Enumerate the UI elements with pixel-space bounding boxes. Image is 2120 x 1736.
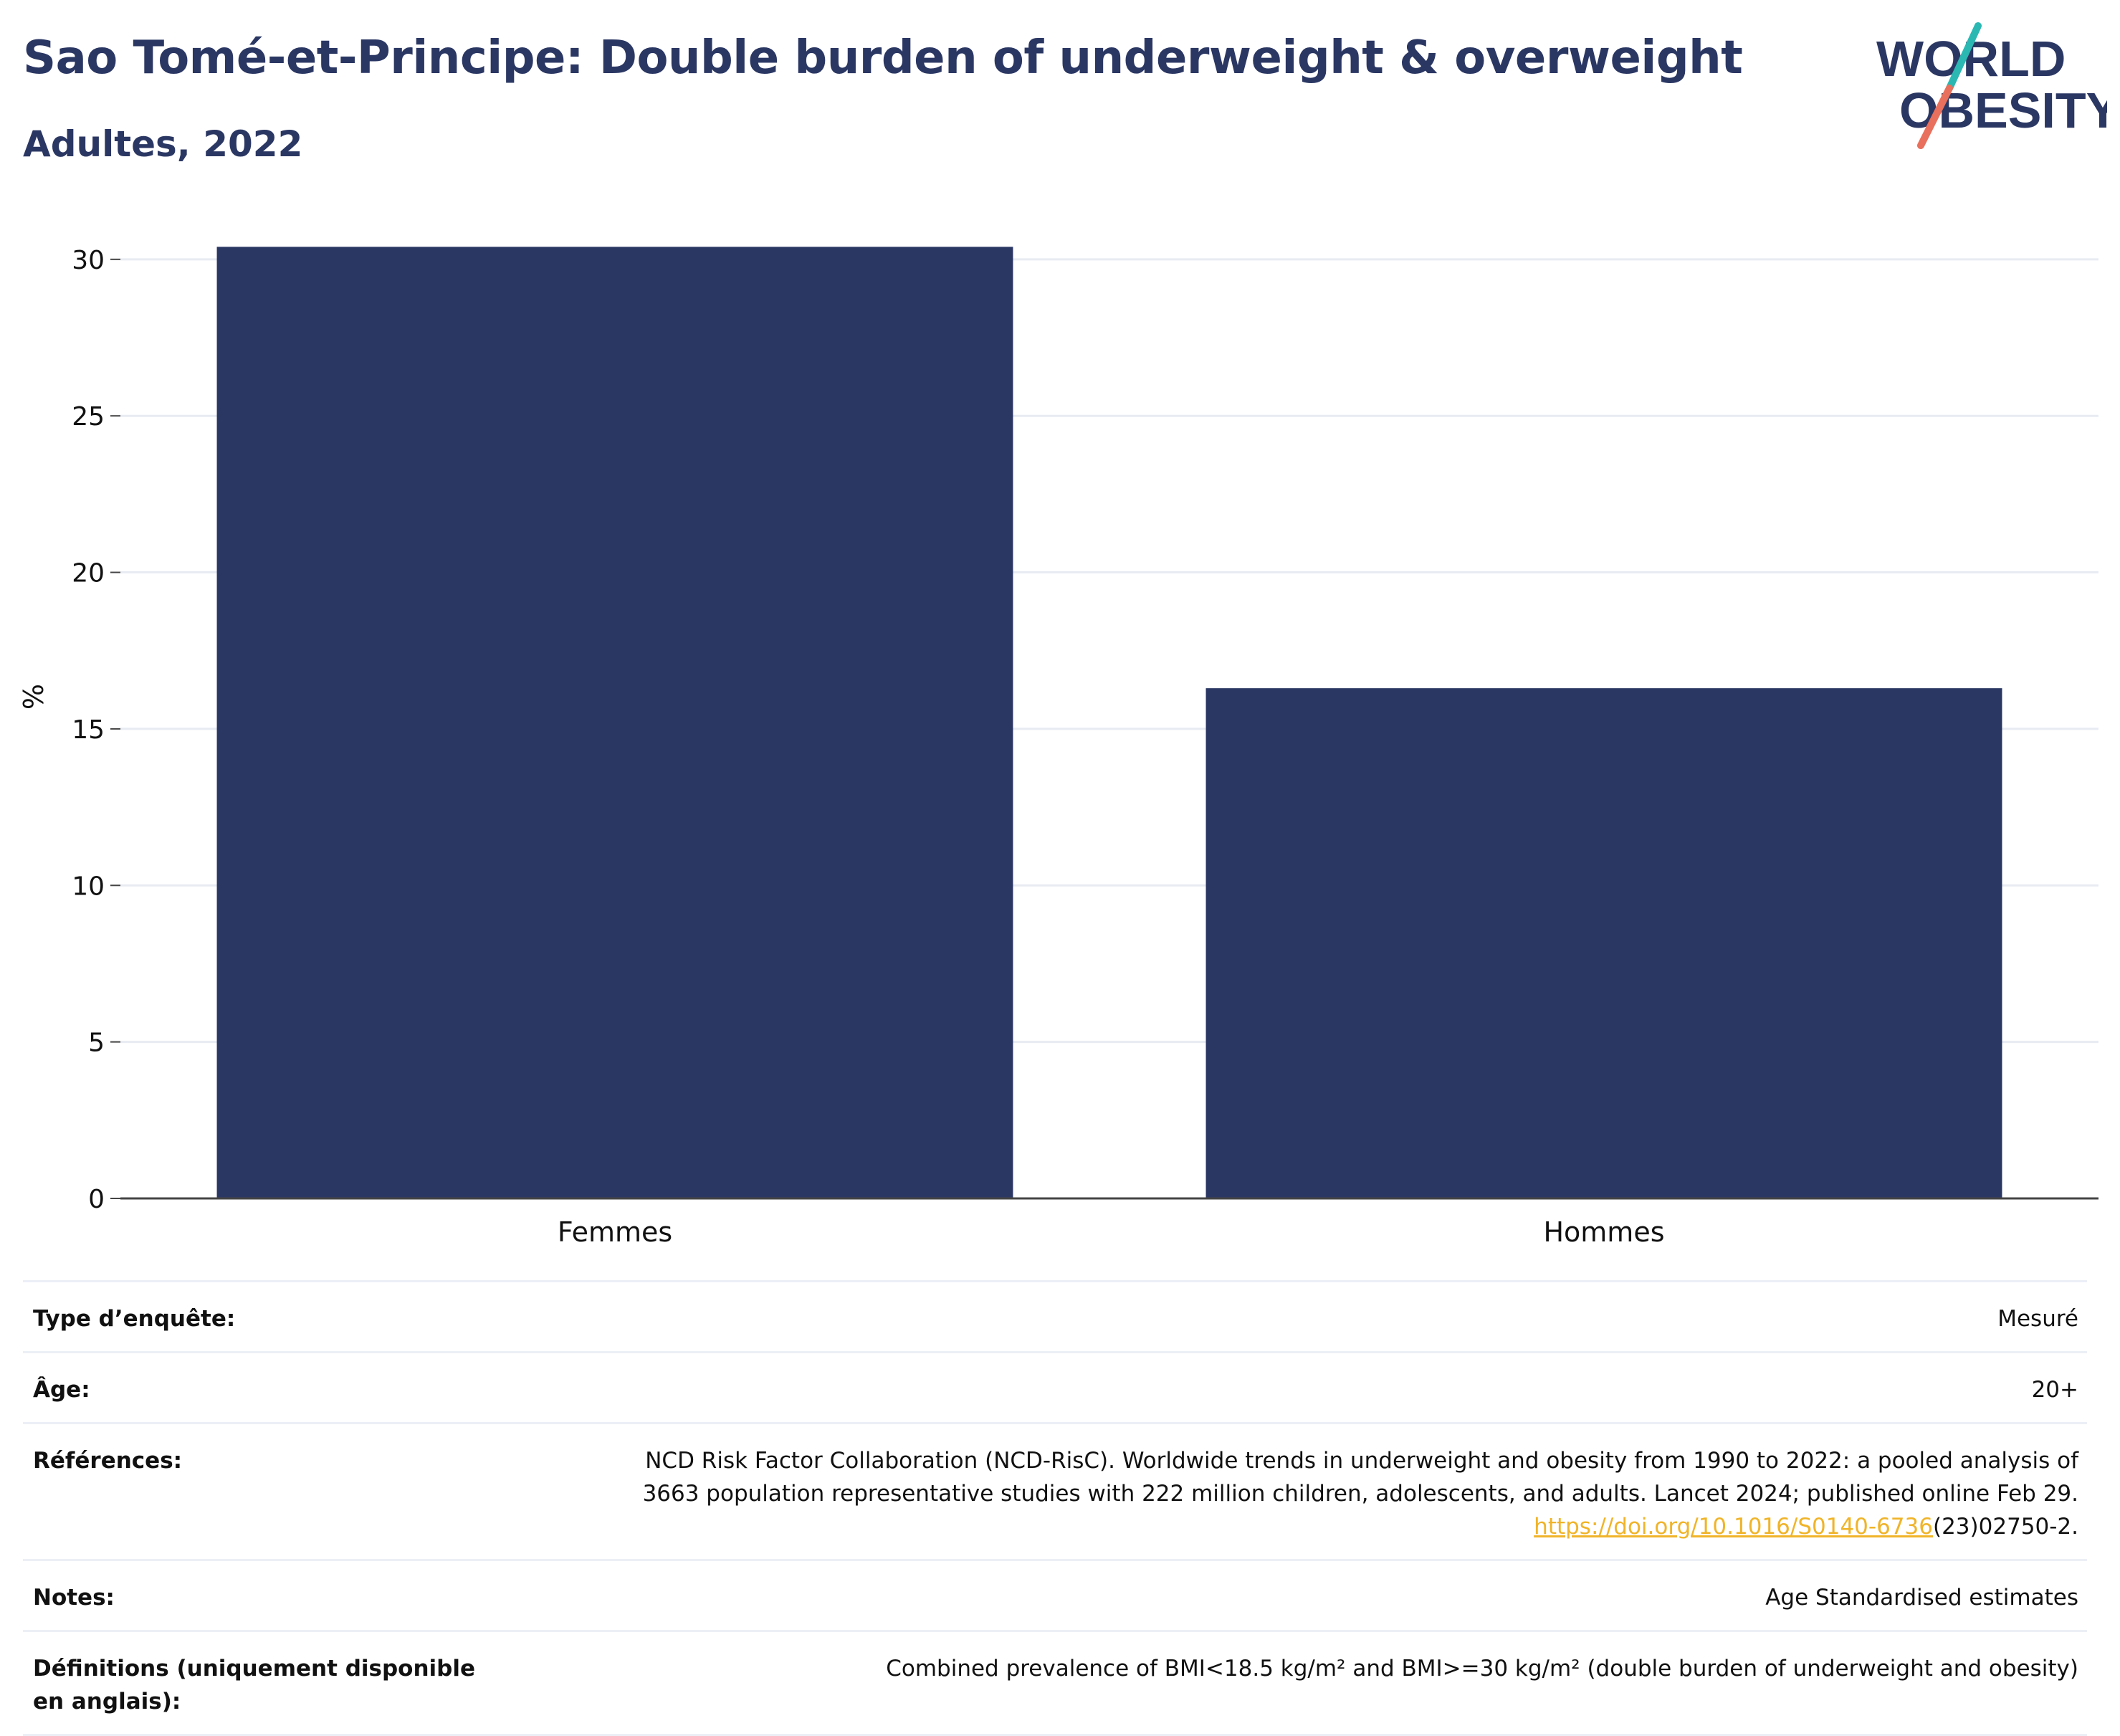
definitions-label: Définitions (uniquement disponible en an… — [23, 1630, 515, 1736]
meta-row-survey-type: Type d’enquête: Mesuré — [23, 1280, 2087, 1353]
age-label: Âge: — [23, 1351, 515, 1423]
x-tick-label: Hommes — [1543, 1216, 1664, 1248]
notes-label: Notes: — [23, 1559, 515, 1631]
x-tick-label: Femmes — [558, 1216, 672, 1248]
y-tick-label: 30 — [72, 246, 105, 275]
y-axis-label: % — [18, 684, 49, 710]
meta-row-age: Âge: 20+ — [23, 1351, 2087, 1423]
y-tick-label: 15 — [72, 715, 105, 745]
logo-word-obesity: OBESITY — [1899, 82, 2107, 138]
survey-type-label: Type d’enquête: — [23, 1280, 515, 1353]
meta-row-definitions: Définitions (uniquement disponible en an… — [23, 1630, 2087, 1736]
meta-row-references: Références: NCD Risk Factor Collaboratio… — [23, 1422, 2087, 1560]
y-tick-label: 5 — [88, 1029, 105, 1058]
y-tick-label: 0 — [88, 1185, 105, 1214]
world-obesity-logo: WORLD OBESITY — [1876, 22, 2107, 149]
axes: 0 5 10 15 20 25 30 Femmes Hommes — [72, 246, 2098, 1248]
doi-link[interactable]: https://doi.org/10.1016/S0140-6736 — [1534, 1514, 1933, 1540]
bar-hommes — [1205, 688, 2002, 1198]
age-value: 20+ — [515, 1351, 2087, 1423]
references-label: Références: — [23, 1422, 515, 1560]
notes-value: Age Standardised estimates — [515, 1559, 2087, 1631]
logo-slash-top — [1946, 22, 1982, 92]
meta-row-notes: Notes: Age Standardised estimates — [23, 1559, 2087, 1631]
references-line-1: NCD Risk Factor Collaboration (NCD-RisC)… — [645, 1448, 2078, 1474]
y-tick-label: 20 — [72, 559, 105, 588]
survey-type-value: Mesuré — [515, 1280, 2087, 1353]
chart-subtitle: Adultes, 2022 — [23, 123, 303, 165]
doi-suffix: (23)02750-2. — [1932, 1514, 2078, 1540]
logo-slash-bottom — [1917, 85, 1953, 149]
bars — [216, 247, 2002, 1199]
y-tick-label: 25 — [72, 402, 105, 431]
chart-title: Sao Tomé-et-Principe: Double burden of u… — [23, 32, 1743, 85]
y-tick-label: 10 — [72, 872, 105, 901]
definitions-value: Combined prevalence of BMI<18.5 kg/m² an… — [515, 1630, 2087, 1736]
references-value: NCD Risk Factor Collaboration (NCD-RisC)… — [515, 1422, 2087, 1560]
bar-chart: 0 5 10 15 20 25 30 Femmes Hommes % — [18, 246, 2098, 1248]
references-line-2: 3663 population representative studies w… — [642, 1481, 2078, 1507]
bar-femmes — [216, 247, 1013, 1199]
metadata-table: Type d’enquête: Mesuré Âge: 20+ Référenc… — [23, 1280, 2087, 1736]
